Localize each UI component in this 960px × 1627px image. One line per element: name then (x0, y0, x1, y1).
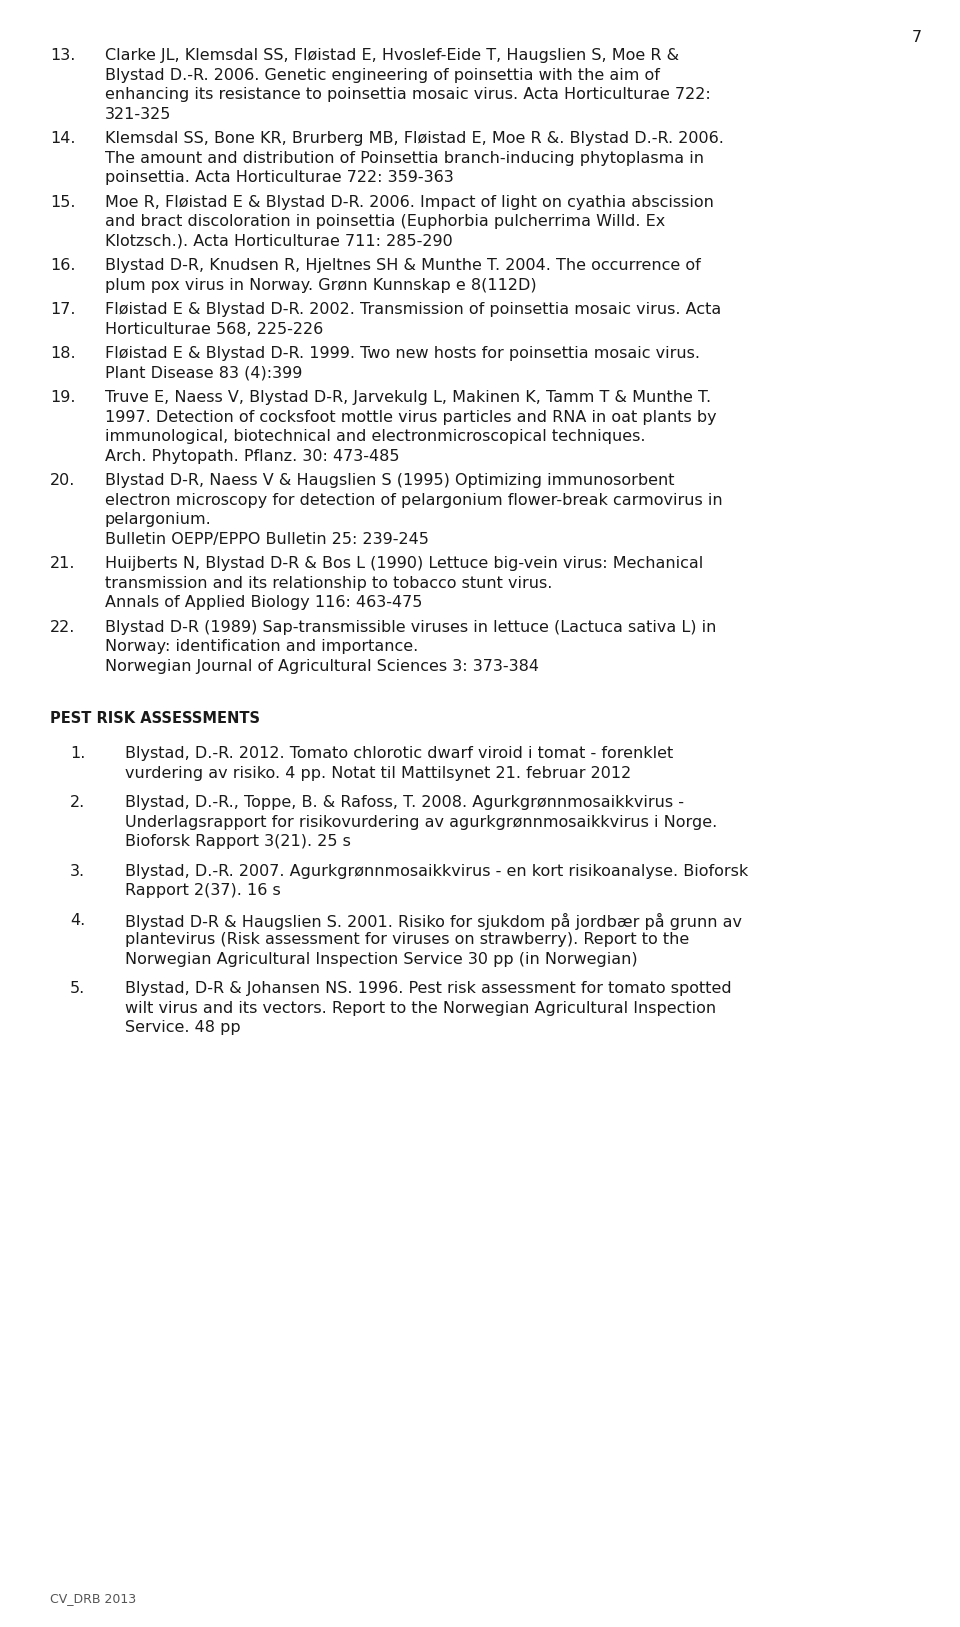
Text: 2.: 2. (70, 796, 85, 810)
Text: Blystad D-R, Knudsen R, Hjeltnes SH & Munthe T. 2004. The occurrence of: Blystad D-R, Knudsen R, Hjeltnes SH & Mu… (105, 259, 701, 273)
Text: Blystad, D.-R. 2007. Agurkgrønnmosaikkvirus - en kort risikoanalyse. Bioforsk: Blystad, D.-R. 2007. Agurkgrønnmosaikkvi… (125, 864, 748, 879)
Text: Klotzsch.). Acta Horticulturae 711: 285-290: Klotzsch.). Acta Horticulturae 711: 285-… (105, 234, 453, 249)
Text: immunological, biotechnical and electronmicroscopical techniques.: immunological, biotechnical and electron… (105, 430, 645, 444)
Text: 4.: 4. (70, 913, 85, 927)
Text: plantevirus (Risk assessment for viruses on strawberry). Report to the: plantevirus (Risk assessment for viruses… (125, 932, 689, 947)
Text: wilt virus and its vectors. Report to the Norwegian Agricultural Inspection: wilt virus and its vectors. Report to th… (125, 1001, 716, 1015)
Text: Blystad, D.-R. 2012. Tomato chlorotic dwarf viroid i tomat - forenklet: Blystad, D.-R. 2012. Tomato chlorotic dw… (125, 747, 673, 761)
Text: Blystad D-R & Haugslien S. 2001. Risiko for sjukdom på jordbær på grunn av: Blystad D-R & Haugslien S. 2001. Risiko … (125, 913, 742, 929)
Text: Norway: identification and importance.: Norway: identification and importance. (105, 639, 419, 654)
Text: Blystad, D.-R., Toppe, B. & Rafoss, T. 2008. Agurkgrønnmosaikkvirus -: Blystad, D.-R., Toppe, B. & Rafoss, T. 2… (125, 796, 684, 810)
Text: Horticulturae 568, 225-226: Horticulturae 568, 225-226 (105, 322, 324, 337)
Text: CV_DRB 2013: CV_DRB 2013 (50, 1591, 136, 1604)
Text: 17.: 17. (50, 303, 76, 317)
Text: Bulletin OEPP/EPPO Bulletin 25: 239-245: Bulletin OEPP/EPPO Bulletin 25: 239-245 (105, 532, 429, 547)
Text: Fløistad E & Blystad D-R. 1999. Two new hosts for poinsettia mosaic virus.: Fløistad E & Blystad D-R. 1999. Two new … (105, 347, 700, 361)
Text: transmission and its relationship to tobacco stunt virus.: transmission and its relationship to tob… (105, 576, 552, 591)
Text: 5.: 5. (70, 981, 85, 996)
Text: PEST RISK ASSESSMENTS: PEST RISK ASSESSMENTS (50, 711, 260, 726)
Text: 3.: 3. (70, 864, 85, 879)
Text: 22.: 22. (50, 620, 76, 635)
Text: pelargonium.: pelargonium. (105, 513, 212, 527)
Text: Service. 48 pp: Service. 48 pp (125, 1020, 241, 1035)
Text: Blystad D.-R. 2006. Genetic engineering of poinsettia with the aim of: Blystad D.-R. 2006. Genetic engineering … (105, 67, 660, 83)
Text: 20.: 20. (50, 473, 76, 488)
Text: Bioforsk Rapport 3(21). 25 s: Bioforsk Rapport 3(21). 25 s (125, 835, 350, 849)
Text: and bract discoloration in poinsettia (Euphorbia pulcherrima Willd. Ex: and bract discoloration in poinsettia (E… (105, 215, 665, 229)
Text: 21.: 21. (50, 556, 76, 571)
Text: 1.: 1. (70, 747, 85, 761)
Text: 19.: 19. (50, 390, 76, 405)
Text: vurdering av risiko. 4 pp. Notat til Mattilsynet 21. februar 2012: vurdering av risiko. 4 pp. Notat til Mat… (125, 766, 632, 781)
Text: 14.: 14. (50, 132, 76, 146)
Text: Moe R, Fløistad E & Blystad D-R. 2006. Impact of light on cyathia abscission: Moe R, Fløistad E & Blystad D-R. 2006. I… (105, 195, 714, 210)
Text: Annals of Applied Biology 116: 463-475: Annals of Applied Biology 116: 463-475 (105, 595, 422, 610)
Text: poinsettia. Acta Horticulturae 722: 359-363: poinsettia. Acta Horticulturae 722: 359-… (105, 169, 454, 185)
Text: plum pox virus in Norway. Grønn Kunnskap e 8(112D): plum pox virus in Norway. Grønn Kunnskap… (105, 278, 537, 293)
Text: Blystad D-R (1989) Sap-transmissible viruses in lettuce (Lactuca sativa L) in: Blystad D-R (1989) Sap-transmissible vir… (105, 620, 716, 635)
Text: 13.: 13. (50, 49, 76, 63)
Text: Huijberts N, Blystad D-R & Bos L (1990) Lettuce big-vein virus: Mechanical: Huijberts N, Blystad D-R & Bos L (1990) … (105, 556, 704, 571)
Text: The amount and distribution of Poinsettia branch-inducing phytoplasma in: The amount and distribution of Poinsetti… (105, 151, 704, 166)
Text: Norwegian Journal of Agricultural Sciences 3: 373-384: Norwegian Journal of Agricultural Scienc… (105, 659, 539, 674)
Text: 16.: 16. (50, 259, 76, 273)
Text: Fløistad E & Blystad D-R. 2002. Transmission of poinsettia mosaic virus. Acta: Fløistad E & Blystad D-R. 2002. Transmis… (105, 303, 721, 317)
Text: Underlagsrapport for risikovurdering av agurkgrønnmosaikkvirus i Norge.: Underlagsrapport for risikovurdering av … (125, 815, 717, 830)
Text: 15.: 15. (50, 195, 76, 210)
Text: 1997. Detection of cocksfoot mottle virus particles and RNA in oat plants by: 1997. Detection of cocksfoot mottle viru… (105, 410, 716, 425)
Text: Blystad, D-R & Johansen NS. 1996. Pest risk assessment for tomato spotted: Blystad, D-R & Johansen NS. 1996. Pest r… (125, 981, 732, 996)
Text: Arch. Phytopath. Pflanz. 30: 473-485: Arch. Phytopath. Pflanz. 30: 473-485 (105, 449, 399, 464)
Text: 7: 7 (912, 29, 922, 46)
Text: enhancing its resistance to poinsettia mosaic virus. Acta Horticulturae 722:: enhancing its resistance to poinsettia m… (105, 86, 710, 103)
Text: Plant Disease 83 (4):399: Plant Disease 83 (4):399 (105, 366, 302, 381)
Text: 321-325: 321-325 (105, 106, 172, 122)
Text: Blystad D-R, Naess V & Haugslien S (1995) Optimizing immunosorbent: Blystad D-R, Naess V & Haugslien S (1995… (105, 473, 675, 488)
Text: Truve E, Naess V, Blystad D-R, Jarvekulg L, Makinen K, Tamm T & Munthe T.: Truve E, Naess V, Blystad D-R, Jarvekulg… (105, 390, 711, 405)
Text: Rapport 2(37). 16 s: Rapport 2(37). 16 s (125, 883, 280, 898)
Text: Klemsdal SS, Bone KR, Brurberg MB, Fløistad E, Moe R &. Blystad D.-R. 2006.: Klemsdal SS, Bone KR, Brurberg MB, Fløis… (105, 132, 724, 146)
Text: Clarke JL, Klemsdal SS, Fløistad E, Hvoslef-Eide T, Haugslien S, Moe R &: Clarke JL, Klemsdal SS, Fløistad E, Hvos… (105, 49, 679, 63)
Text: electron microscopy for detection of pelargonium flower-break carmovirus in: electron microscopy for detection of pel… (105, 493, 723, 508)
Text: 18.: 18. (50, 347, 76, 361)
Text: Norwegian Agricultural Inspection Service 30 pp (in Norwegian): Norwegian Agricultural Inspection Servic… (125, 952, 637, 966)
